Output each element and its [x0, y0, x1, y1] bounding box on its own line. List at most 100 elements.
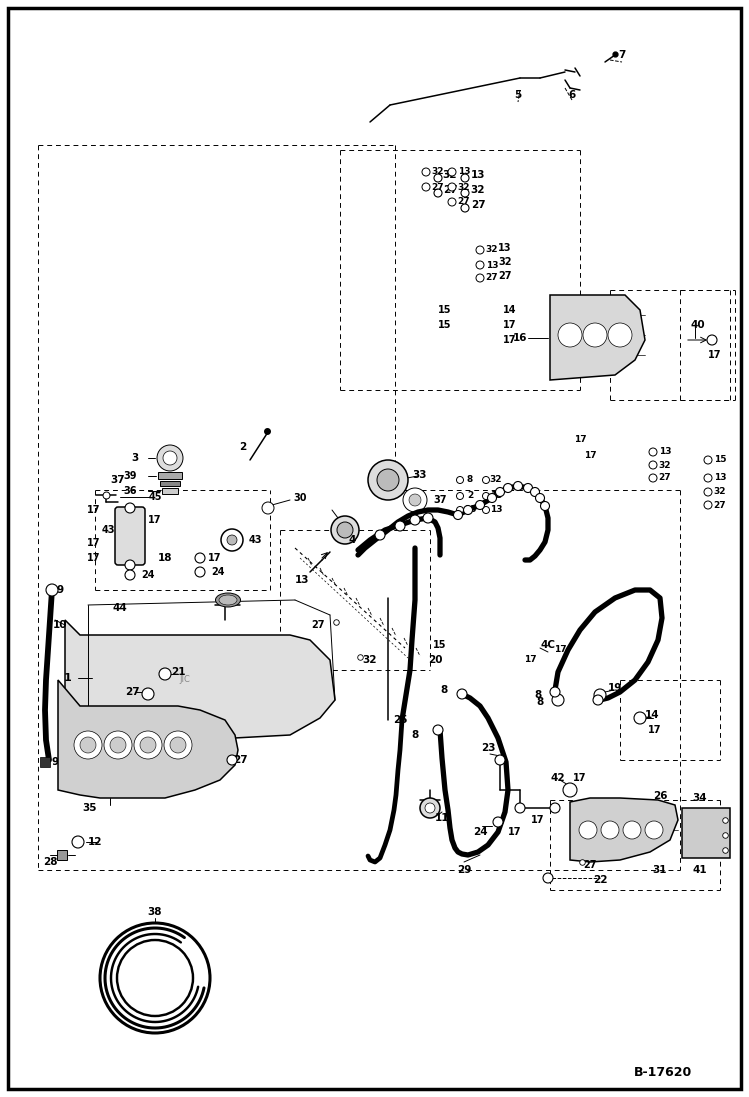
- Text: 38: 38: [148, 907, 163, 917]
- Circle shape: [457, 689, 467, 699]
- Text: 8: 8: [536, 697, 544, 706]
- Text: 13: 13: [498, 244, 512, 253]
- Circle shape: [649, 448, 657, 456]
- Text: 22: 22: [592, 875, 607, 885]
- Circle shape: [331, 516, 359, 544]
- Circle shape: [221, 529, 243, 551]
- Text: 14: 14: [503, 305, 517, 315]
- Circle shape: [125, 559, 135, 570]
- Text: 13: 13: [295, 575, 309, 585]
- Bar: [160, 480, 180, 486]
- Text: 8: 8: [411, 730, 419, 740]
- Circle shape: [74, 731, 102, 759]
- Text: 3: 3: [131, 453, 139, 463]
- Text: 5: 5: [515, 90, 521, 100]
- Text: 26: 26: [652, 791, 667, 801]
- Circle shape: [142, 688, 154, 700]
- Text: 37: 37: [433, 495, 446, 505]
- Text: 8: 8: [440, 685, 448, 695]
- Circle shape: [583, 323, 607, 347]
- Text: 43: 43: [248, 535, 261, 545]
- Circle shape: [461, 204, 469, 212]
- Text: 32: 32: [486, 246, 498, 255]
- Circle shape: [368, 460, 408, 500]
- Circle shape: [476, 261, 484, 269]
- Text: 41: 41: [693, 866, 707, 875]
- Circle shape: [608, 323, 632, 347]
- Circle shape: [704, 456, 712, 464]
- Text: 18: 18: [158, 553, 172, 563]
- Circle shape: [461, 189, 469, 197]
- Circle shape: [601, 821, 619, 839]
- Text: 13: 13: [458, 168, 470, 177]
- Circle shape: [110, 737, 126, 753]
- Text: 16: 16: [513, 333, 527, 343]
- Text: 11: 11: [434, 813, 449, 823]
- Bar: [162, 488, 178, 494]
- Text: 25: 25: [392, 715, 407, 725]
- Text: 17: 17: [648, 725, 662, 735]
- Circle shape: [476, 246, 484, 255]
- Text: 32: 32: [431, 168, 444, 177]
- Circle shape: [395, 521, 405, 531]
- Text: 36: 36: [124, 486, 137, 496]
- Circle shape: [448, 168, 456, 176]
- Text: 43: 43: [101, 525, 115, 535]
- Text: 13: 13: [486, 260, 498, 270]
- Circle shape: [503, 484, 512, 493]
- Circle shape: [543, 873, 553, 883]
- Text: 13: 13: [490, 506, 503, 514]
- Circle shape: [707, 335, 717, 344]
- Text: 15: 15: [438, 320, 452, 330]
- Circle shape: [227, 535, 237, 545]
- Circle shape: [420, 798, 440, 818]
- Circle shape: [104, 731, 132, 759]
- Circle shape: [123, 946, 187, 1010]
- Circle shape: [550, 803, 560, 813]
- Circle shape: [262, 502, 274, 514]
- Text: 2: 2: [240, 442, 246, 452]
- Text: 27: 27: [431, 182, 444, 192]
- Circle shape: [195, 567, 205, 577]
- Text: B-17620: B-17620: [634, 1065, 692, 1078]
- Bar: [158, 472, 182, 479]
- Circle shape: [227, 755, 237, 765]
- Text: 27: 27: [312, 620, 325, 630]
- Text: 8: 8: [467, 475, 473, 485]
- Text: 17: 17: [574, 436, 586, 444]
- Text: 13: 13: [714, 474, 727, 483]
- Text: 17: 17: [531, 815, 545, 825]
- Circle shape: [157, 445, 183, 471]
- Circle shape: [563, 783, 577, 798]
- Text: 15: 15: [714, 455, 727, 464]
- Circle shape: [125, 570, 135, 580]
- Text: 10: 10: [52, 620, 67, 630]
- Circle shape: [134, 731, 162, 759]
- Circle shape: [482, 493, 490, 499]
- Text: 31: 31: [652, 866, 667, 875]
- Polygon shape: [570, 798, 678, 862]
- Circle shape: [476, 274, 484, 282]
- Circle shape: [448, 197, 456, 206]
- Text: 13: 13: [464, 506, 476, 514]
- Circle shape: [536, 494, 545, 502]
- Circle shape: [456, 476, 464, 484]
- Circle shape: [645, 821, 663, 839]
- Text: JIC: JIC: [180, 676, 190, 685]
- Text: 17: 17: [583, 451, 596, 460]
- Text: 32: 32: [363, 655, 377, 665]
- Circle shape: [377, 470, 399, 491]
- Text: 27: 27: [714, 500, 727, 509]
- Circle shape: [649, 474, 657, 482]
- Text: 20: 20: [428, 655, 442, 665]
- Text: 19: 19: [607, 683, 622, 693]
- Circle shape: [488, 494, 497, 502]
- Text: 15: 15: [433, 640, 446, 651]
- Text: 34: 34: [693, 793, 707, 803]
- Circle shape: [337, 522, 353, 538]
- Text: 17: 17: [503, 320, 517, 330]
- Circle shape: [46, 584, 58, 596]
- Circle shape: [422, 183, 430, 191]
- Circle shape: [434, 189, 442, 197]
- Text: 32: 32: [498, 257, 512, 267]
